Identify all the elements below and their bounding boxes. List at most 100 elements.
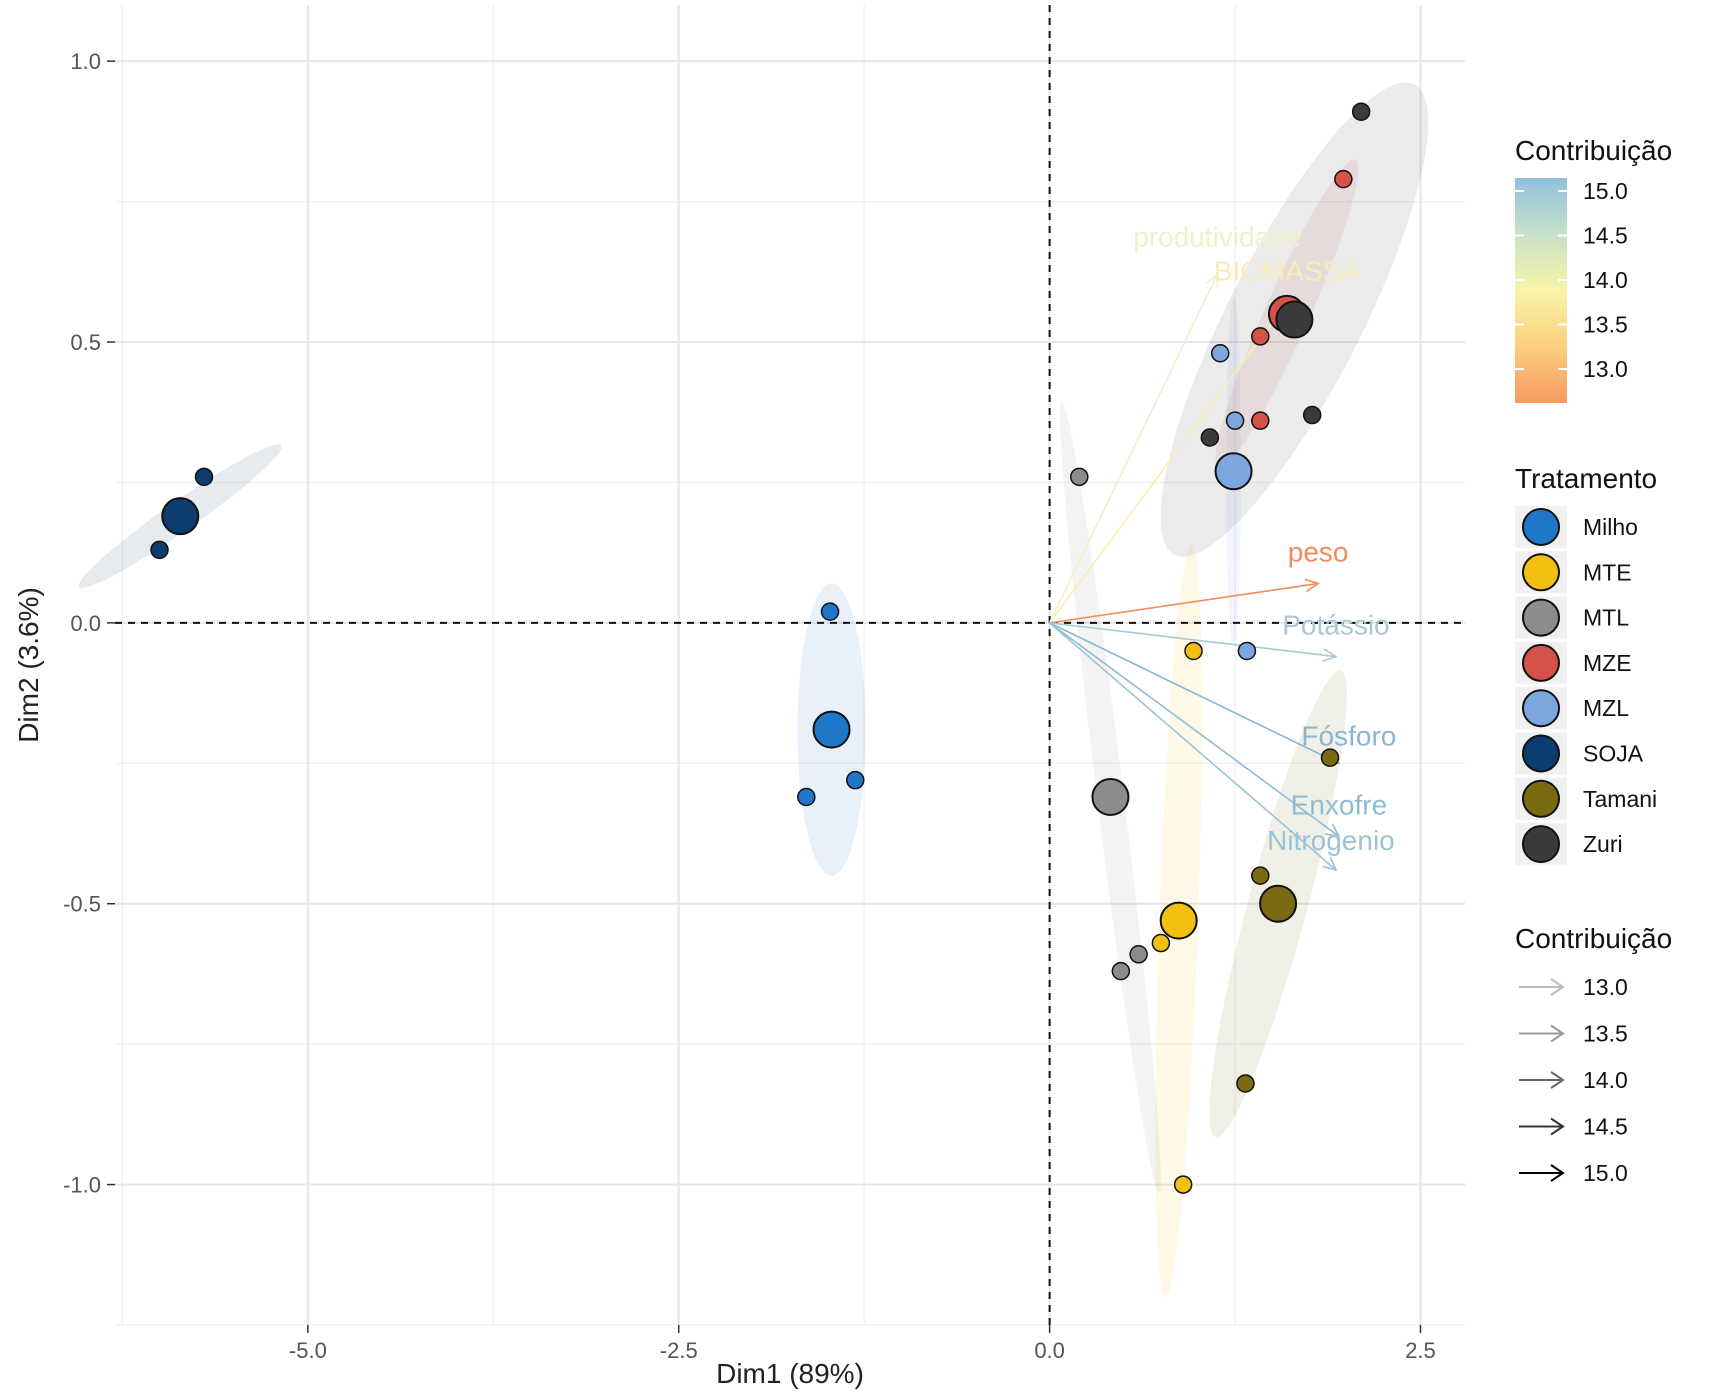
y-tick-label: 0.0 — [70, 611, 101, 636]
point-mtl — [1070, 467, 1089, 487]
legend-label-mze: MZE — [1583, 650, 1632, 676]
x-axis-title: Dim1 (89%) — [716, 1358, 864, 1389]
point-milho — [797, 787, 816, 807]
legend-color-title: Contribuição — [1515, 135, 1672, 166]
point-zuri — [1200, 428, 1220, 447]
arrow-peso — [1049, 582, 1319, 624]
legend-key-soja — [1522, 734, 1560, 773]
arrow-head-enxofre — [1324, 823, 1341, 838]
grid-major — [115, 5, 1465, 1325]
point-soja — [194, 467, 214, 487]
arrow-enxofre — [1049, 622, 1340, 837]
x-tick-label: 0.0 — [1034, 1338, 1065, 1363]
color-bar-label: 14.5 — [1583, 223, 1628, 249]
x-tick-label: -2.5 — [660, 1338, 698, 1363]
arrow-head-nitrogenio — [1322, 856, 1338, 872]
variable-label-peso: peso — [1288, 537, 1349, 568]
point-mte — [1184, 641, 1203, 661]
y-tick-label: -0.5 — [63, 892, 101, 917]
variable-label-nitrogenio: Nitrogenio — [1267, 825, 1395, 856]
point-tamani — [1320, 748, 1340, 767]
point-milho — [846, 770, 865, 790]
arrow-head-produtividade — [1205, 272, 1219, 289]
color-bar-label: 14.0 — [1583, 267, 1628, 293]
centroid-zuri — [1275, 300, 1314, 339]
x-tick-label: -5.0 — [289, 1338, 327, 1363]
individual-points — [150, 102, 1371, 1194]
legend-fill-title: Tratamento — [1515, 463, 1657, 494]
alpha-key-arrowhead — [1550, 1024, 1565, 1043]
arrow-head-potássio — [1322, 648, 1338, 662]
group-centroids — [161, 294, 1314, 940]
color-bar-label: 13.0 — [1583, 356, 1628, 382]
legend-alpha-title: Contribuição — [1515, 923, 1672, 954]
variable-label-enxofre: Enxofre — [1291, 789, 1388, 820]
color-bar-ticks: 15.0 14.5 14.0 13.5 13.0 — [1515, 178, 1628, 382]
arrow-potássio — [1049, 622, 1337, 658]
variable-label-potássio: Potássio — [1282, 610, 1389, 641]
x-axis-ticks: -5.0 -2.5 0.0 2.5 — [289, 1325, 1436, 1363]
variable-label-biomassa: BIOMASSA — [1214, 256, 1361, 287]
legend-key-zuri — [1522, 825, 1560, 864]
legend: Contribuição 15.0 14.5 14.0 13.5 13.0 Tratam… — [1515, 135, 1672, 1186]
alpha-label: 15.0 — [1583, 1160, 1628, 1186]
y-tick-label: 0.5 — [70, 330, 101, 355]
point-mtl — [1129, 945, 1148, 964]
point-milho — [820, 602, 840, 621]
point-mzl — [1210, 344, 1230, 363]
fill-legend-entries: Milho MTE MTL MZE MZL SOJA Tamani Zuri — [1515, 506, 1657, 866]
grid-minor — [115, 5, 1465, 1326]
alpha-label: 13.0 — [1583, 974, 1628, 1000]
alpha-label: 14.5 — [1583, 1114, 1628, 1140]
centroid-milho — [812, 710, 851, 749]
legend-label-soja: SOJA — [1583, 741, 1644, 767]
point-soja — [150, 540, 169, 560]
variable-label-fósforo: Fósforo — [1301, 720, 1396, 751]
plot-panel — [115, 5, 1465, 1325]
arrow-nitrogenio — [1049, 622, 1337, 871]
point-mzl — [1225, 411, 1245, 430]
legend-label-milho: Milho — [1583, 514, 1638, 540]
point-mze — [1251, 327, 1270, 346]
y-axis-title: Dim2 (3.6%) — [13, 587, 44, 743]
legend-label-zuri: Zuri — [1583, 831, 1623, 857]
arrow-biomassa — [1048, 302, 1288, 624]
legend-key-tamani — [1522, 779, 1560, 818]
point-mze — [1251, 411, 1270, 430]
variable-label-produtividade: produtividade — [1133, 222, 1301, 253]
legend-key-mte — [1522, 553, 1560, 592]
point-mte — [1173, 1175, 1193, 1194]
centroid-tamani — [1259, 884, 1298, 923]
y-tick-label: 1.0 — [70, 49, 101, 74]
legend-label-mte: MTE — [1583, 559, 1632, 585]
y-axis-ticks: 1.0 0.5 0.0 -0.5 -1.0 — [63, 49, 115, 1198]
x-tick-label: 2.5 — [1405, 1338, 1436, 1363]
alpha-key-arrowhead — [1550, 1117, 1565, 1136]
legend-key-mzl — [1522, 689, 1560, 728]
legend-label-tamani: Tamani — [1583, 786, 1657, 812]
arrow-fósforo — [1049, 622, 1340, 765]
y-tick-label: -1.0 — [63, 1173, 101, 1198]
point-mtl — [1111, 961, 1131, 981]
alpha-label: 14.0 — [1583, 1067, 1628, 1093]
color-bar-label: 15.0 — [1583, 178, 1628, 204]
alpha-key-arrowhead — [1550, 978, 1565, 996]
legend-key-mtl — [1522, 598, 1560, 637]
color-bar — [1515, 178, 1567, 403]
centroid-mzl — [1214, 452, 1253, 491]
color-bar-label: 13.5 — [1583, 312, 1628, 338]
centroid-mtl — [1091, 778, 1130, 816]
alpha-key-arrowhead — [1550, 1071, 1565, 1089]
reference-lines — [115, 5, 1465, 1325]
arrow-head-peso — [1304, 578, 1320, 593]
point-mte — [1151, 933, 1171, 953]
point-mze — [1334, 169, 1353, 189]
point-tamani — [1236, 1074, 1255, 1093]
point-zuri — [1351, 102, 1371, 121]
legend-key-milho — [1522, 508, 1560, 546]
point-zuri — [1302, 405, 1322, 425]
point-mzl — [1237, 641, 1257, 661]
legend-label-mtl: MTL — [1583, 605, 1629, 631]
